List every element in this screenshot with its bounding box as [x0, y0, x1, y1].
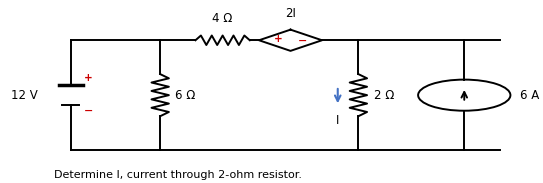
- Text: 12 V: 12 V: [11, 89, 38, 102]
- Text: 6 Ω: 6 Ω: [175, 89, 196, 102]
- Text: I: I: [336, 114, 339, 127]
- Text: +: +: [84, 73, 93, 83]
- Text: −: −: [84, 106, 93, 116]
- Text: 2I: 2I: [285, 7, 296, 20]
- Text: +: +: [274, 34, 283, 44]
- Text: 2 Ω: 2 Ω: [374, 89, 394, 102]
- Text: −: −: [298, 36, 307, 46]
- Text: 4 Ω: 4 Ω: [212, 12, 233, 25]
- Text: Determine I, current through 2-ohm resistor.: Determine I, current through 2-ohm resis…: [54, 170, 302, 180]
- Text: 6 A: 6 A: [520, 89, 539, 102]
